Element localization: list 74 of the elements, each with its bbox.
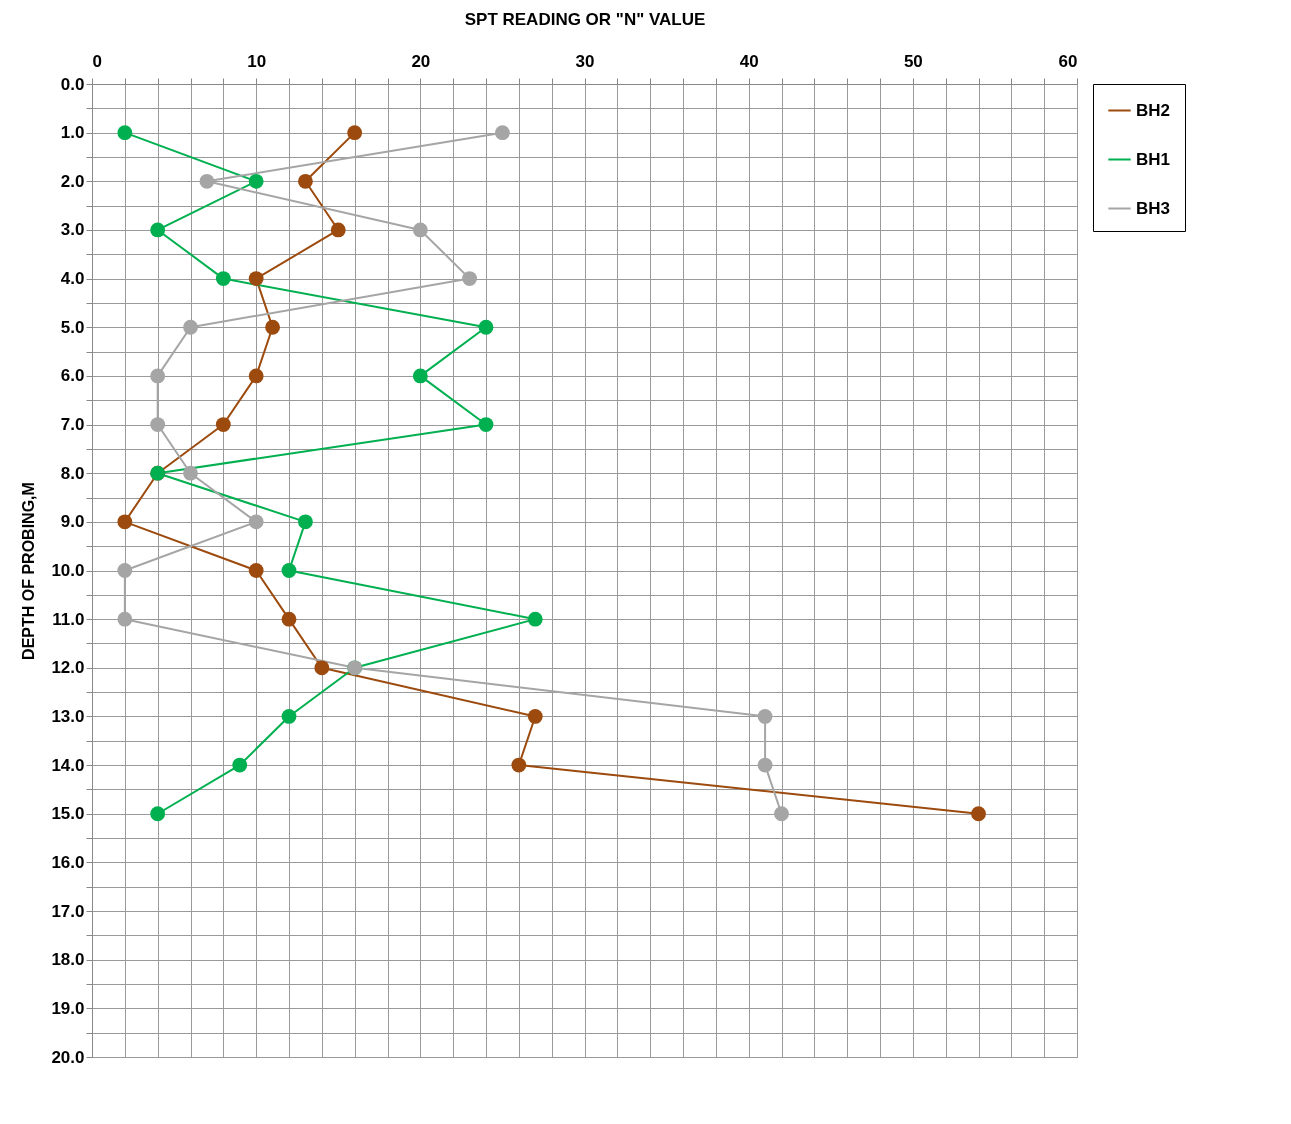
- point: [150, 806, 166, 822]
- legend-label: BH2: [1136, 100, 1171, 120]
- point: [183, 319, 198, 335]
- y-tick-label: 17.0: [51, 901, 85, 921]
- point: [265, 319, 280, 335]
- y-tick-label: 7.0: [60, 415, 85, 435]
- y-tick-label: 2.0: [60, 171, 85, 191]
- point: [117, 563, 133, 578]
- point: [150, 417, 166, 432]
- x-tick-label: 50: [903, 51, 923, 71]
- point: [281, 563, 297, 578]
- point: [298, 173, 313, 189]
- point: [117, 514, 133, 530]
- point: [248, 271, 264, 286]
- point: [462, 271, 477, 286]
- point: [478, 319, 494, 335]
- y-tick-label: 19.0: [51, 998, 85, 1018]
- point: [774, 806, 789, 822]
- point: [412, 368, 428, 384]
- point: [527, 709, 543, 724]
- x-tick-label: 20: [411, 51, 431, 71]
- point: [478, 417, 494, 432]
- y-tick-label: 18.0: [51, 950, 85, 970]
- point: [150, 222, 166, 238]
- y-tick-label: 11.0: [52, 609, 85, 629]
- y-tick-label: 12.0: [51, 658, 85, 678]
- y-tick-label: 5.0: [60, 317, 85, 337]
- y-tick-label: 15.0: [51, 804, 85, 824]
- point: [330, 222, 346, 238]
- x-tick-label: 60: [1058, 51, 1078, 71]
- y-tick-label: 9.0: [60, 512, 85, 532]
- point: [347, 125, 363, 141]
- y-tick-label: 1.0: [60, 123, 85, 143]
- point: [199, 173, 215, 189]
- point: [511, 757, 527, 773]
- point: [117, 125, 133, 141]
- y-tick-label: 0.0: [60, 74, 85, 94]
- y-tick-label: 6.0: [60, 366, 85, 386]
- point: [232, 757, 248, 773]
- point: [971, 806, 986, 822]
- point: [150, 368, 166, 384]
- x-tick-label: 30: [575, 51, 595, 71]
- point: [248, 563, 264, 578]
- y-tick-label: 14.0: [51, 755, 85, 775]
- point: [314, 660, 330, 676]
- legend-label: BH3: [1136, 198, 1171, 218]
- y-tick-label: 8.0: [60, 463, 85, 483]
- point: [215, 271, 231, 286]
- point: [412, 222, 428, 238]
- point: [248, 514, 264, 530]
- y-tick-label: 4.0: [60, 269, 85, 289]
- point: [215, 417, 231, 432]
- x-tick-label: 10: [247, 51, 267, 71]
- x-axis-title: SPT READING OR "N" VALUE: [464, 9, 706, 29]
- point: [248, 173, 264, 189]
- y-tick-label: 10.0: [51, 561, 85, 580]
- point: [281, 611, 297, 627]
- y-tick-label: 13.0: [51, 706, 85, 726]
- point: [183, 465, 198, 481]
- y-axis-title: DEPTH OF PROBING,M: [20, 482, 38, 660]
- point: [527, 611, 543, 627]
- y-tick-label: 20.0: [51, 1047, 85, 1067]
- y-tick-label: 3.0: [60, 220, 85, 240]
- point: [281, 709, 297, 724]
- point: [757, 757, 773, 773]
- point: [117, 611, 133, 627]
- x-tick-label: 40: [739, 51, 759, 71]
- point: [298, 514, 313, 530]
- legend-label: BH1: [1136, 149, 1171, 169]
- y-tick-label: 16.0: [51, 852, 85, 872]
- point: [248, 368, 264, 384]
- point: [757, 709, 773, 724]
- point: [495, 125, 510, 141]
- x-tick-label: 0: [92, 51, 102, 71]
